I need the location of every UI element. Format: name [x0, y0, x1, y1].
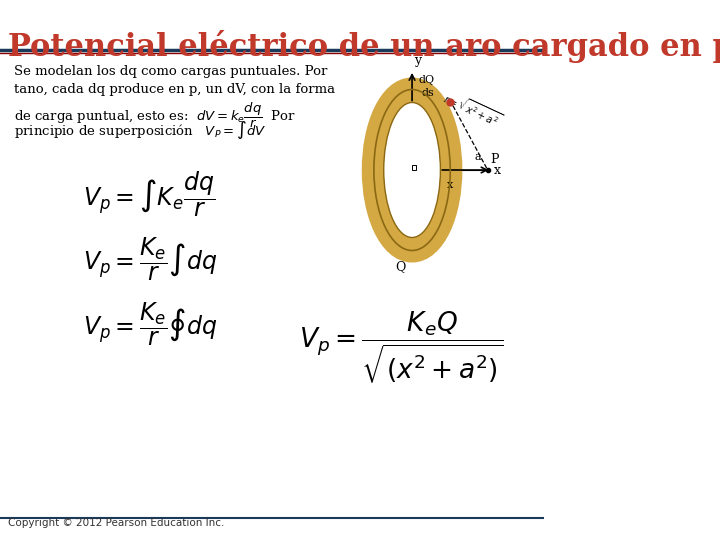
Text: tano, cada dq produce en p, un dV, con la forma: tano, cada dq produce en p, un dV, con l…	[14, 83, 335, 96]
Text: y: y	[413, 54, 420, 67]
Text: $V_p = \int K_e \dfrac{dq}{r}$: $V_p = \int K_e \dfrac{dq}{r}$	[84, 170, 215, 219]
Text: Se modelan los dq como cargas puntuales. Por: Se modelan los dq como cargas puntuales.…	[14, 65, 327, 78]
Text: a: a	[475, 152, 482, 162]
Text: P: P	[491, 153, 499, 166]
Text: principio de superposición   $V_P = \int dV$: principio de superposición $V_P = \int d…	[14, 119, 266, 141]
Text: ds: ds	[421, 88, 434, 98]
Text: Potencial eléctrico de un aro cargado en p: Potencial eléctrico de un aro cargado en…	[8, 30, 720, 63]
Text: Copyright © 2012 Pearson Education Inc.: Copyright © 2012 Pearson Education Inc.	[8, 518, 224, 528]
Text: $V_p = \dfrac{K_e}{r} \int dq$: $V_p = \dfrac{K_e}{r} \int dq$	[84, 235, 217, 282]
Text: Q: Q	[395, 260, 406, 273]
Text: de carga puntual, esto es:  $dV = k_e \dfrac{dq}{r}$  Por: de carga puntual, esto es: $dV = k_e \df…	[14, 101, 296, 130]
Text: x: x	[446, 180, 453, 190]
Ellipse shape	[383, 102, 441, 238]
Text: a: a	[400, 130, 406, 140]
Text: $V_p = \dfrac{K_e}{r} \oint dq$: $V_p = \dfrac{K_e}{r} \oint dq$	[84, 300, 217, 348]
Text: x: x	[494, 164, 500, 177]
Text: $r=\sqrt{x^2+a^2}$: $r=\sqrt{x^2+a^2}$	[441, 87, 504, 130]
Text: $V_p = \dfrac{K_e Q}{\sqrt{(x^2 + a^{2})}}$: $V_p = \dfrac{K_e Q}{\sqrt{(x^2 + a^{2})…	[299, 310, 503, 386]
Text: dQ: dQ	[418, 75, 434, 85]
